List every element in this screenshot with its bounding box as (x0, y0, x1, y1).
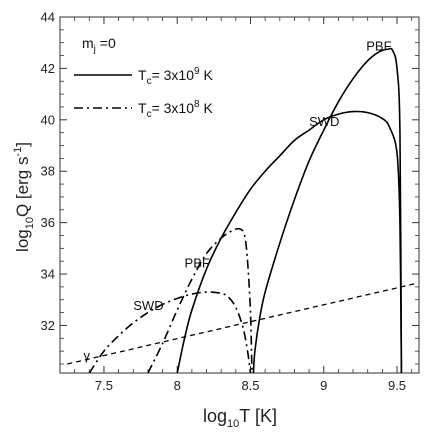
x-tick-label: 8 (174, 378, 181, 393)
curve-label: SWD (133, 298, 163, 313)
curve-label: γ (83, 348, 90, 363)
y-axis-title: log10Q [erg s-1] (12, 142, 36, 252)
legend-header: mj =0 (82, 35, 116, 55)
y-tick-label: 42 (41, 61, 55, 76)
pbf-dashdot-curve (147, 227, 253, 373)
axis-ticks (60, 16, 419, 373)
x-tick-label: 7.5 (95, 378, 113, 393)
pbf-solid-curve (252, 47, 403, 373)
legend: mj =0 Tc= 3x109 K Tc= 3x108 K (74, 35, 213, 120)
y-tick-label: 44 (41, 10, 55, 25)
x-tick-label: 9.5 (388, 378, 406, 393)
y-tick-label: 38 (41, 164, 55, 179)
axis-tick-labels: 7.5 8 8.5 9 9.5 32 34 36 38 40 42 44 (41, 10, 407, 394)
curves (67, 47, 415, 373)
gamma-dashed-curve (67, 283, 415, 365)
curve-labels: PBF SWD PBF SWD γ (83, 38, 391, 363)
legend-entry-solid: Tc= 3x109 K (138, 66, 213, 87)
swd-dashdot-curve (88, 291, 252, 373)
plot-frame (59, 16, 420, 374)
y-tick-label: 34 (41, 267, 55, 282)
y-tick-label: 40 (41, 112, 55, 127)
swd-solid-curve (176, 110, 403, 373)
y-tick-label: 32 (41, 318, 55, 333)
curve-label: SWD (309, 114, 339, 129)
curve-label: PBF (185, 256, 210, 271)
legend-entry-dashdot: Tc= 3x108 K (138, 99, 213, 120)
x-tick-label: 9 (320, 378, 327, 393)
curve-label: PBF (366, 38, 391, 53)
y-tick-label: 36 (41, 215, 55, 230)
x-axis-title: log10T [K] (203, 406, 277, 430)
x-tick-label: 8.5 (241, 378, 259, 393)
